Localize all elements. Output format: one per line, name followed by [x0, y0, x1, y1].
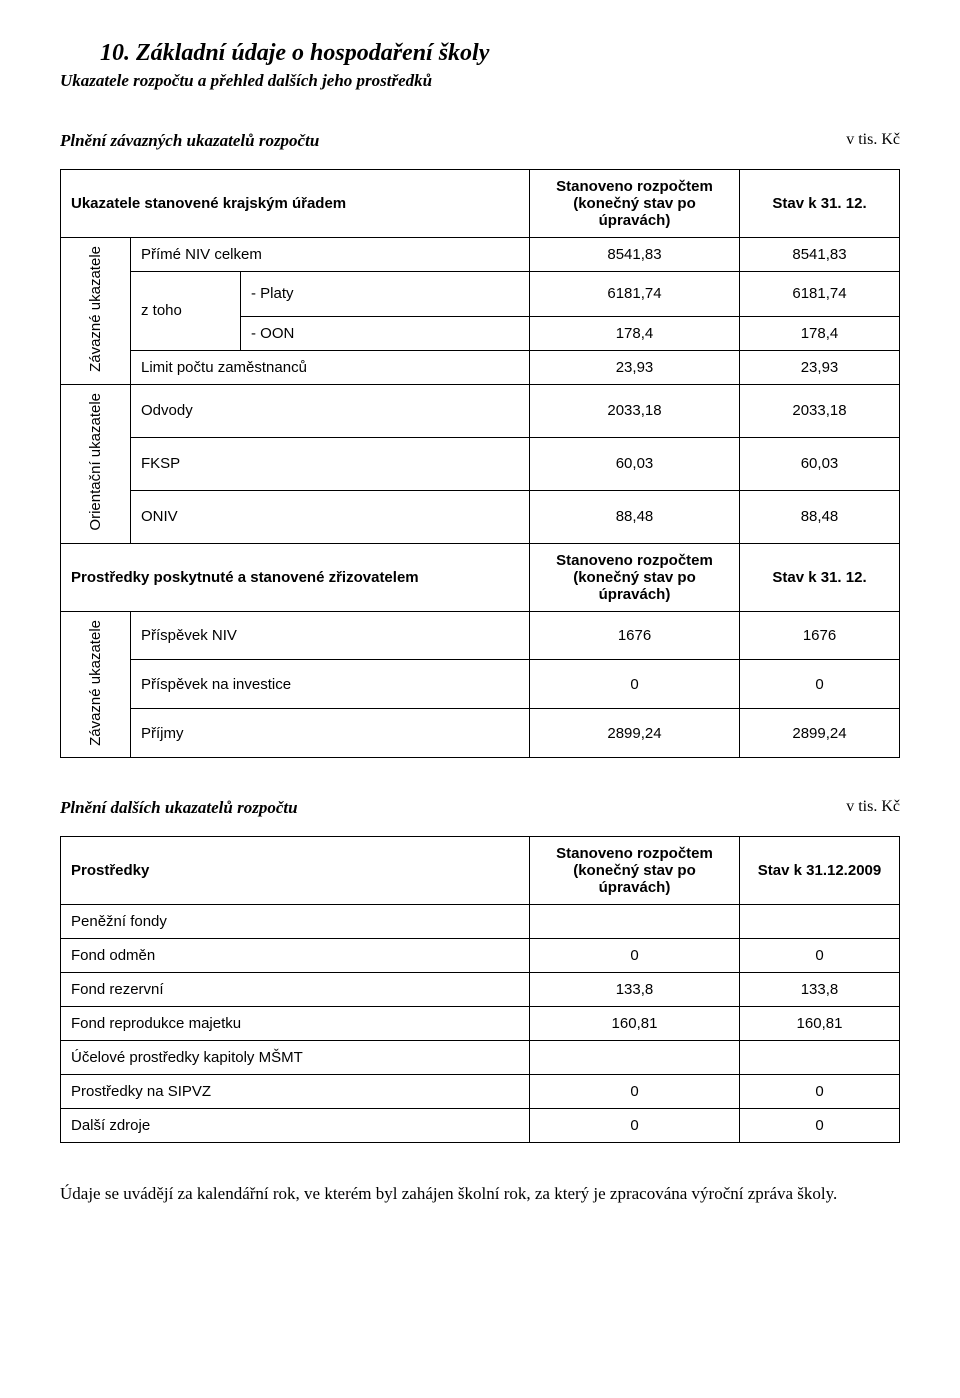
- cell-value: 0: [530, 939, 740, 973]
- cell-label: Příspěvek NIV: [131, 611, 530, 660]
- table-row: Peněžní fondy: [61, 905, 900, 939]
- cell-value: [740, 905, 900, 939]
- cell-label: Prostředky na SIPVZ: [61, 1075, 530, 1109]
- table-row: Prostředky na SIPVZ 0 0: [61, 1075, 900, 1109]
- col-header-actual: Stav k 31. 12.: [740, 543, 900, 611]
- col-header-label: Prostředky poskytnuté a stanovené zřizov…: [61, 543, 530, 611]
- section2-units: v tis. Kč: [846, 798, 900, 818]
- section1-title-row: Plnění závazných ukazatelů rozpočtu v ti…: [60, 131, 900, 151]
- col-header-actual: Stav k 31.12.2009: [740, 837, 900, 905]
- table-row: Závazné ukazatele Přímé NIV celkem 8541,…: [61, 238, 900, 272]
- cell-value: 1676: [740, 611, 900, 660]
- cell-value: 0: [530, 660, 740, 709]
- cell-value: [530, 1041, 740, 1075]
- cell-value: 2899,24: [530, 709, 740, 758]
- table-prostredky: Prostředky Stanoveno rozpočtem (konečný …: [60, 836, 900, 1143]
- section-subheading: Ukazatele rozpočtu a přehled dalších jeh…: [60, 71, 900, 91]
- col-header-label: Prostředky: [61, 837, 530, 905]
- cell-value: [740, 1041, 900, 1075]
- col-header-actual: Stav k 31. 12.: [740, 170, 900, 238]
- section2-title: Plnění dalších ukazatelů rozpočtu: [60, 798, 298, 818]
- col-header-planned: Stanoveno rozpočtem (konečný stav po úpr…: [530, 170, 740, 238]
- cell-value: 8541,83: [740, 238, 900, 272]
- table-row: Ukazatele stanovené krajským úřadem Stan…: [61, 170, 900, 238]
- cell-value: [530, 905, 740, 939]
- cell-label: Účelové prostředky kapitoly MŠMT: [61, 1041, 530, 1075]
- cell-value: 6181,74: [530, 272, 740, 317]
- cell-label: Příspěvek na investice: [131, 660, 530, 709]
- table-row: Další zdroje 0 0: [61, 1109, 900, 1143]
- cell-label: Příjmy: [131, 709, 530, 758]
- col-header-planned: Stanoveno rozpočtem (konečný stav po úpr…: [530, 837, 740, 905]
- cell-value: 2033,18: [740, 384, 900, 437]
- table-row: Účelové prostředky kapitoly MŠMT: [61, 1041, 900, 1075]
- table-row: ONIV 88,48 88,48: [61, 490, 900, 543]
- table-row: Prostředky poskytnuté a stanovené zřizov…: [61, 543, 900, 611]
- cell-label: Přímé NIV celkem: [131, 238, 530, 272]
- cell-value: 88,48: [740, 490, 900, 543]
- cell-label: Fond odměn: [61, 939, 530, 973]
- cell-label: Peněžní fondy: [61, 905, 530, 939]
- section1-units: v tis. Kč: [846, 131, 900, 151]
- cell-value: 23,93: [530, 350, 740, 384]
- cell-value: 1676: [530, 611, 740, 660]
- group-zavazne: Závazné ukazatele: [61, 238, 131, 385]
- cell-value: 160,81: [740, 1007, 900, 1041]
- cell-value: 2033,18: [530, 384, 740, 437]
- cell-value: 2899,24: [740, 709, 900, 758]
- cell-value: 133,8: [530, 973, 740, 1007]
- cell-label: Fond rezervní: [61, 973, 530, 1007]
- table-row: Příjmy 2899,24 2899,24: [61, 709, 900, 758]
- cell-value: 23,93: [740, 350, 900, 384]
- cell-label: - Platy: [241, 272, 530, 317]
- cell-value: 8541,83: [530, 238, 740, 272]
- footnote-text: Údaje se uvádějí za kalendářní rok, ve k…: [60, 1183, 900, 1204]
- cell-value: 0: [740, 1075, 900, 1109]
- cell-value: 0: [740, 1109, 900, 1143]
- col-header-label: Ukazatele stanovené krajským úřadem: [61, 170, 530, 238]
- table-row: Fond rezervní 133,8 133,8: [61, 973, 900, 1007]
- cell-value: 6181,74: [740, 272, 900, 317]
- table-row: Fond odměn 0 0: [61, 939, 900, 973]
- cell-label: FKSP: [131, 437, 530, 490]
- cell-label: Další zdroje: [61, 1109, 530, 1143]
- cell-value: 60,03: [740, 437, 900, 490]
- table-row: Prostředky Stanoveno rozpočtem (konečný …: [61, 837, 900, 905]
- table-row: Závazné ukazatele Příspěvek NIV 1676 167…: [61, 611, 900, 660]
- cell-value: 0: [530, 1109, 740, 1143]
- table-row: Orientační ukazatele Odvody 2033,18 2033…: [61, 384, 900, 437]
- cell-value: 0: [740, 660, 900, 709]
- cell-label: Fond reprodukce majetku: [61, 1007, 530, 1041]
- cell-value: 160,81: [530, 1007, 740, 1041]
- cell-value: 178,4: [740, 316, 900, 350]
- table-row: FKSP 60,03 60,03: [61, 437, 900, 490]
- table-row: z toho - Platy 6181,74 6181,74: [61, 272, 900, 317]
- cell-value: 133,8: [740, 973, 900, 1007]
- group-orientacni: Orientační ukazatele: [61, 384, 131, 543]
- cell-value: 88,48: [530, 490, 740, 543]
- table-row: Fond reprodukce majetku 160,81 160,81: [61, 1007, 900, 1041]
- table-ukazatele: Ukazatele stanovené krajským úřadem Stan…: [60, 169, 900, 758]
- cell-label: ONIV: [131, 490, 530, 543]
- col-header-planned: Stanoveno rozpočtem (konečný stav po úpr…: [530, 543, 740, 611]
- section-heading: 10. Základní údaje o hospodaření školy: [100, 40, 900, 67]
- cell-value: 178,4: [530, 316, 740, 350]
- cell-value: 0: [530, 1075, 740, 1109]
- cell-label: Odvody: [131, 384, 530, 437]
- cell-value: 60,03: [530, 437, 740, 490]
- table-row: Limit počtu zaměstnanců 23,93 23,93: [61, 350, 900, 384]
- cell-ztoho: z toho: [131, 272, 241, 351]
- cell-value: 0: [740, 939, 900, 973]
- cell-label: - OON: [241, 316, 530, 350]
- cell-label: Limit počtu zaměstnanců: [131, 350, 530, 384]
- table-row: Příspěvek na investice 0 0: [61, 660, 900, 709]
- section1-title: Plnění závazných ukazatelů rozpočtu: [60, 131, 319, 151]
- group-zavazne-2: Závazné ukazatele: [61, 611, 131, 758]
- section2-title-row: Plnění dalších ukazatelů rozpočtu v tis.…: [60, 798, 900, 818]
